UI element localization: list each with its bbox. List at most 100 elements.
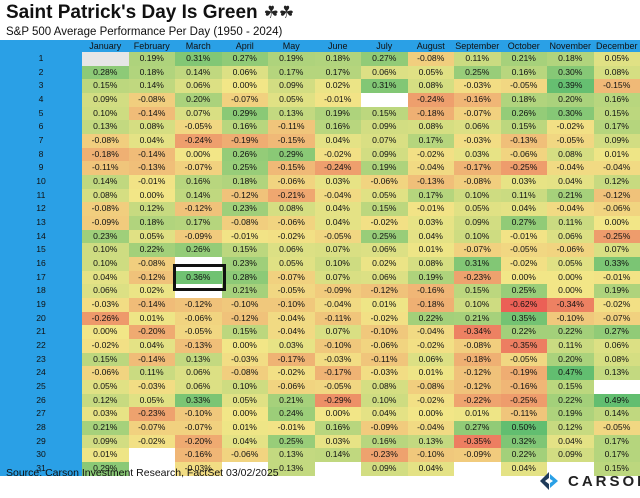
heatmap-cell: -0.10% bbox=[221, 298, 268, 312]
heatmap-cell: 0.13% bbox=[268, 448, 315, 463]
heatmap-cell: 0.07% bbox=[175, 106, 222, 121]
row-label: 18 bbox=[36, 285, 46, 296]
heatmap-cell: 0.06% bbox=[593, 339, 640, 353]
heatmap-cell: 0.18% bbox=[547, 52, 594, 66]
heatmap-cell: -0.04% bbox=[268, 311, 315, 326]
heatmap-cell: -0.02% bbox=[268, 229, 315, 244]
heatmap-cell: 0.00% bbox=[593, 216, 640, 230]
heatmap-cell: -0.01% bbox=[407, 202, 454, 217]
heatmap-cell: 0.18% bbox=[314, 52, 361, 66]
row-label: 24 bbox=[36, 367, 46, 378]
column-header: September bbox=[454, 40, 501, 52]
heatmap-cell: 0.01% bbox=[454, 407, 501, 422]
heatmap-cell: -0.15% bbox=[593, 79, 640, 93]
heatmap-cell: -0.04% bbox=[593, 161, 640, 176]
heatmap-cell: 0.03% bbox=[268, 339, 315, 353]
heatmap-cell: -0.23% bbox=[454, 270, 501, 285]
heatmap-cell: -0.05% bbox=[500, 352, 547, 367]
heatmap-cell: 0.05% bbox=[454, 202, 501, 217]
heatmap-cell: -0.35% bbox=[500, 339, 547, 353]
heatmap-cell: 0.09% bbox=[547, 448, 594, 463]
heatmap-cell: 0.01% bbox=[361, 298, 408, 312]
heatmap-cell: 0.00% bbox=[175, 147, 222, 162]
row-label: 5 bbox=[38, 107, 44, 118]
heatmap-cell: -0.10% bbox=[268, 298, 315, 312]
heatmap-cell: 0.09% bbox=[361, 462, 408, 476]
heatmap-cell: -0.02% bbox=[407, 393, 454, 408]
heatmap-cell: -0.06% bbox=[268, 380, 315, 394]
heatmap-cell: 0.10% bbox=[82, 243, 129, 258]
heatmap-cell: -0.09% bbox=[82, 216, 129, 230]
heatmap-cell: 0.11% bbox=[454, 52, 501, 66]
heatmap-cell: 0.25% bbox=[500, 284, 547, 299]
heatmap-cell: 0.05% bbox=[361, 188, 408, 203]
heatmap-cell: 0.02% bbox=[128, 284, 175, 299]
heatmap-cell: 0.27% bbox=[221, 52, 268, 66]
heatmap-cell: -0.10% bbox=[175, 407, 222, 422]
heatmap-cell: 0.10% bbox=[454, 229, 501, 244]
heatmap-cell: -0.07% bbox=[175, 161, 222, 176]
heatmap-cell: 0.26% bbox=[221, 147, 268, 162]
heatmap-cell: -0.08% bbox=[221, 216, 268, 230]
heatmap-cell: 0.01% bbox=[82, 448, 129, 463]
heatmap-cell: 0.13% bbox=[268, 106, 315, 121]
heatmap-cell bbox=[593, 380, 640, 394]
heatmap-cell: 0.04% bbox=[547, 434, 594, 449]
heatmap-cell: 0.08% bbox=[593, 65, 640, 80]
heatmap-cell: -0.07% bbox=[221, 93, 268, 107]
heatmap-cell: 0.20% bbox=[547, 352, 594, 367]
heatmap-cell: -0.12% bbox=[221, 311, 268, 326]
heatmap-cell: 0.14% bbox=[314, 448, 361, 463]
heatmap-cell: 0.01% bbox=[407, 243, 454, 258]
heatmap-cell bbox=[128, 462, 175, 476]
heatmap-cell: 0.27% bbox=[361, 52, 408, 66]
chart-title: Saint Patrick's Day Is Green ☘☘ bbox=[6, 2, 294, 24]
heatmap-cell: -0.04% bbox=[547, 161, 594, 176]
heatmap-cell: 0.07% bbox=[361, 134, 408, 148]
heatmap-cell: 0.09% bbox=[361, 147, 408, 162]
heatmap-cell: -0.01% bbox=[128, 175, 175, 189]
heatmap-cell: 0.13% bbox=[82, 120, 129, 134]
heatmap-cell: 0.11% bbox=[547, 339, 594, 353]
heatmap-cell: -0.06% bbox=[82, 366, 129, 381]
column-header: October bbox=[500, 40, 547, 52]
heatmap-cell: -0.13% bbox=[500, 134, 547, 148]
heatmap-cell: 0.50% bbox=[500, 421, 547, 435]
heatmap-cell: -0.07% bbox=[454, 106, 501, 121]
heatmap-cell: -0.05% bbox=[175, 120, 222, 134]
heatmap-cell: 0.29% bbox=[268, 147, 315, 162]
heatmap-cell: 0.16% bbox=[361, 434, 408, 449]
heatmap-cell: 0.08% bbox=[361, 380, 408, 394]
heatmap-cell: -0.12% bbox=[361, 284, 408, 299]
heatmap-cell: 0.04% bbox=[500, 202, 547, 217]
row-label: 25 bbox=[36, 381, 46, 392]
heatmap-cell: 0.15% bbox=[593, 462, 640, 476]
heatmap-cell: 0.10% bbox=[454, 188, 501, 203]
heatmap-cell: 0.15% bbox=[593, 106, 640, 121]
heatmap-cell: -0.08% bbox=[407, 52, 454, 66]
heatmap-cell: 0.16% bbox=[314, 421, 361, 435]
heatmap-cell: -0.18% bbox=[407, 298, 454, 312]
row-label: 29 bbox=[36, 435, 46, 446]
heatmap-cell bbox=[175, 284, 222, 299]
heatmap-cell: 0.22% bbox=[407, 311, 454, 326]
heatmap-cell: -0.04% bbox=[314, 188, 361, 203]
heatmap-cell: -0.08% bbox=[82, 134, 129, 148]
heatmap-cell: 0.04% bbox=[547, 175, 594, 189]
heatmap-cell: 0.35% bbox=[500, 311, 547, 326]
heatmap-cell: 0.17% bbox=[268, 65, 315, 80]
heatmap-cell: -0.05% bbox=[500, 79, 547, 93]
heatmap-cell: 0.28% bbox=[82, 65, 129, 80]
heatmap-cell: -0.21% bbox=[268, 188, 315, 203]
heatmap-cell: 0.25% bbox=[454, 65, 501, 80]
column-header: February bbox=[128, 40, 175, 52]
heatmap-cell: 0.03% bbox=[407, 216, 454, 230]
heatmap-cell bbox=[547, 462, 594, 476]
heatmap-cell: 0.06% bbox=[361, 65, 408, 80]
heatmap-cell: -0.18% bbox=[407, 106, 454, 121]
heatmap-cell: 0.06% bbox=[547, 229, 594, 244]
heatmap-cell: 0.12% bbox=[128, 202, 175, 217]
heatmap-cell: -0.16% bbox=[454, 93, 501, 107]
heatmap-cell: -0.13% bbox=[407, 175, 454, 189]
heatmap-cell: 0.09% bbox=[454, 216, 501, 230]
